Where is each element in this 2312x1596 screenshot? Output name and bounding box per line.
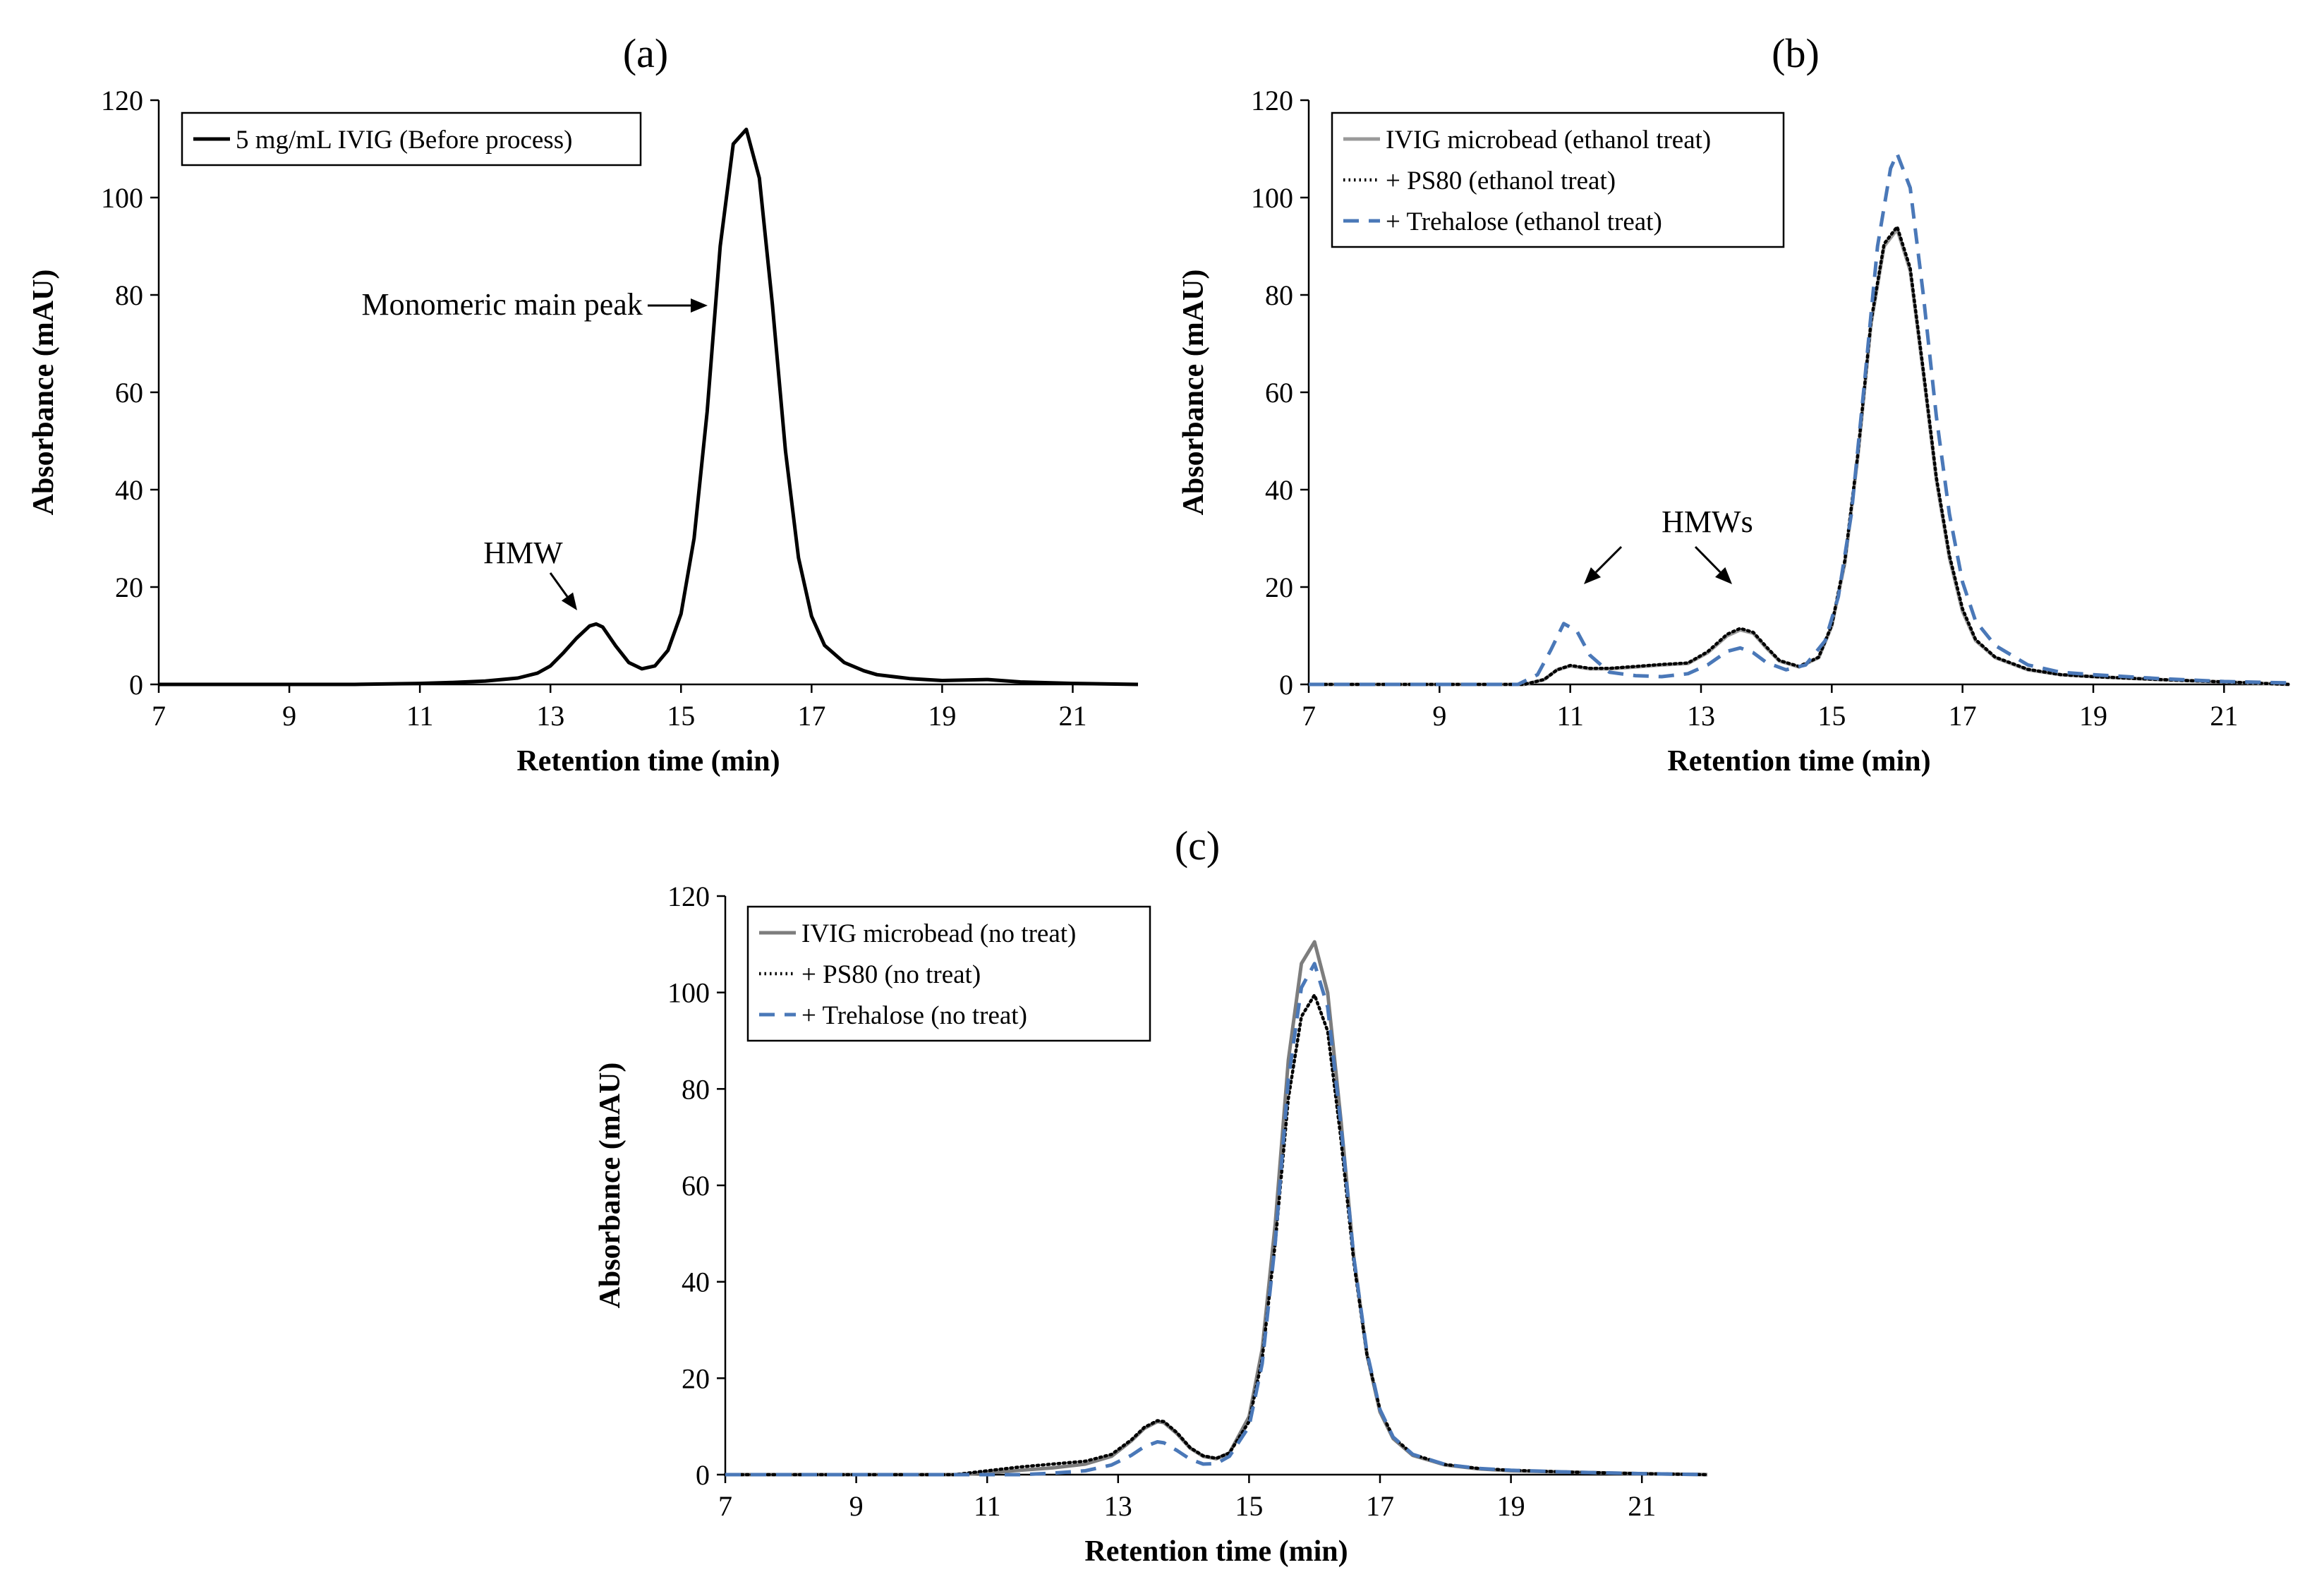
y-tick-label: 20: [1265, 572, 1293, 603]
x-tick-label: 9: [849, 1490, 864, 1522]
series-line-1: [723, 993, 1709, 1477]
legend-box: [1331, 111, 1785, 248]
legend-entry: 5 mg/mL IVIG (Before process): [236, 126, 572, 155]
x-tick-label: 13: [1687, 700, 1715, 732]
y-tick-label: 80: [1265, 279, 1293, 311]
legend: 5 mg/mL IVIG (Before process): [181, 111, 642, 167]
annotation-label: HMW: [483, 536, 563, 570]
legend: IVIG microbead (no treat) + PS80 (no trea…: [746, 905, 1151, 1042]
chart-panel-a: (a) 0 20 40 60 80 100 120 7 9 11 13 15 17 19 21 Retentio…: [28, 30, 1139, 778]
hmw-arrow: [549, 572, 577, 610]
y-tick-label: 0: [1279, 669, 1293, 701]
x-axis-title: Retention time (min): [1084, 1535, 1348, 1568]
series-line-2: [725, 962, 1708, 1477]
legend-box: [746, 905, 1151, 1042]
legend-entry: + Trehalose (no treat): [801, 1001, 1027, 1030]
legend-entry: + PS80 (no treat): [801, 960, 981, 989]
x-tick-label: 19: [1497, 1490, 1525, 1522]
legend-entry: IVIG microbead (no treat): [801, 919, 1076, 948]
panel-label: (c): [1175, 823, 1220, 869]
legend-box: [181, 111, 642, 167]
x-tick-label: 11: [1556, 700, 1584, 732]
x-tick-label: 17: [797, 700, 825, 732]
y-tick-label: 40: [115, 474, 143, 506]
y-tick-label: 60: [682, 1170, 710, 1202]
x-tick-label: 11: [974, 1490, 1001, 1522]
y-tick-label: 80: [682, 1073, 710, 1105]
x-tick-label: 21: [2210, 700, 2238, 732]
annotation-label: HMWs: [1662, 504, 1753, 539]
x-tick-label: 15: [1235, 1490, 1263, 1522]
y-axis-title: Absorbance (mAU): [28, 270, 60, 516]
x-tick-label: 9: [282, 700, 296, 732]
chart-panel-b: (b) 0 20 40 60 80 100 120 7 9 11 13 15 17 19 21 Retentio…: [1178, 30, 2292, 778]
y-tick-label: 120: [667, 881, 710, 912]
y-tick-label: 20: [682, 1362, 710, 1394]
x-tick-label: 21: [1628, 1490, 1656, 1522]
legend-entry: + Trehalose (ethanol treat): [1386, 207, 1662, 236]
hmws-left-arrow: [1584, 545, 1623, 584]
x-tick-label: 15: [1817, 700, 1846, 732]
x-tick-label: 9: [1432, 700, 1446, 732]
y-axis-title: Absorbance (mAU): [1178, 270, 1210, 516]
y-axis-title: Absorbance (mAU): [594, 1063, 627, 1309]
hmws-right-arrow: [1694, 545, 1732, 584]
y-tick-label: 60: [115, 377, 143, 409]
series-line-0: [1309, 227, 2290, 687]
x-tick-label: 17: [1366, 1490, 1394, 1522]
y-tick-label: 60: [1265, 377, 1293, 409]
legend-entry: + PS80 (ethanol treat): [1386, 167, 1616, 195]
y-tick-label: 100: [667, 977, 710, 1009]
legend-entry: IVIG microbead (ethanol treat): [1386, 126, 1711, 155]
y-tick-label: 40: [1265, 474, 1293, 506]
y-tick-label: 100: [101, 182, 143, 214]
x-tick-label: 7: [718, 1490, 732, 1522]
x-tick-label: 13: [1104, 1490, 1132, 1522]
y-tick-label: 20: [115, 572, 143, 603]
x-tick-label: 19: [2079, 700, 2107, 732]
y-tick-label: 40: [682, 1266, 710, 1298]
y-tick-label: 0: [696, 1459, 710, 1491]
y-tick-label: 0: [129, 669, 143, 701]
x-tick-label: 15: [667, 700, 695, 732]
y-tick-label: 100: [1251, 182, 1293, 214]
panel-label: (a): [623, 30, 668, 76]
monomeric-peak-arrow: [648, 298, 708, 313]
panel-label: (b): [1772, 30, 1820, 76]
x-tick-label: 7: [152, 700, 166, 732]
y-tick-label: 120: [1251, 85, 1293, 116]
annotation-label: Monomeric main peak: [361, 287, 642, 322]
x-tick-label: 21: [1058, 700, 1087, 732]
series-line-2: [1309, 152, 2290, 687]
x-tick-label: 17: [1949, 700, 1977, 732]
x-axis-title: Retention time (min): [516, 745, 780, 778]
x-tick-label: 7: [1302, 700, 1316, 732]
x-tick-label: 19: [928, 700, 956, 732]
x-tick-label: 13: [536, 700, 564, 732]
legend: IVIG microbead (ethanol treat) + PS80 (et…: [1331, 111, 1785, 248]
y-tick-label: 80: [115, 279, 143, 311]
y-tick-label: 120: [101, 85, 143, 116]
x-tick-label: 11: [406, 700, 434, 732]
series-line-1: [1307, 225, 2292, 687]
chart-panel-c: (c) 0 20 40 60 80 100 120 7 9 11 13 15 17 19 21 Retentio…: [594, 823, 1709, 1568]
series-line-0: [159, 127, 1139, 687]
x-axis-title: Retention time (min): [1667, 745, 1930, 778]
